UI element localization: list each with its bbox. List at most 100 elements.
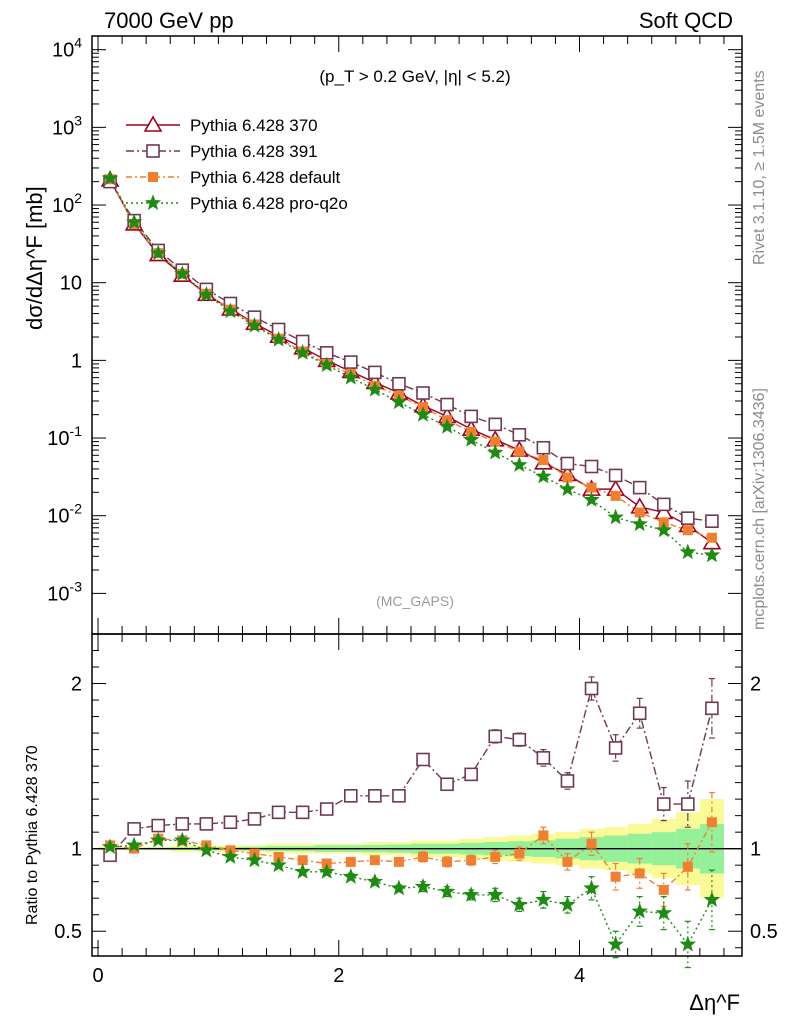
legend-label: Pythia 6.428 391: [190, 142, 318, 161]
ratio-data-point: [608, 741, 623, 755]
main-data-point: [198, 286, 215, 302]
ratio-data-point: [438, 882, 456, 899]
y-tick-label: 1: [71, 350, 82, 372]
main-data-point: [632, 480, 647, 495]
ratio-uncertainty-bands: [92, 799, 742, 899]
ratio-y-axis-label: Ratio to Pythia 6.428 370: [24, 745, 41, 925]
ratio-data-point: [392, 789, 406, 803]
main-data-point: [462, 431, 480, 447]
main-data-point: [538, 455, 549, 466]
header-process: 7000 GeV pp: [104, 8, 234, 33]
legend: Pythia 6.428 370 Pythia 6.428 391 Pythia 6…: [126, 115, 348, 213]
x-tick-label: 4: [574, 965, 585, 987]
ratio-data-point: [390, 879, 408, 896]
ratio-data-point: [562, 856, 573, 867]
ratio-data-point: [538, 830, 549, 841]
x-tick-label: 2: [333, 965, 344, 987]
ratio-data-point: [512, 732, 527, 747]
ratio-data-point: [656, 797, 671, 811]
y-tick-label-base: 10: [52, 195, 74, 217]
main-data-point: [343, 355, 358, 369]
main-data-point: [586, 482, 597, 493]
main-data-point: [366, 380, 384, 397]
main-data-point: [488, 417, 503, 432]
ratio-data-point: [175, 817, 190, 831]
y-tick-label: 10: [60, 273, 82, 295]
ratio-data-point: [342, 868, 359, 884]
main-series-line: [109, 179, 713, 544]
legend-marker: [144, 194, 162, 211]
legend-marker: [146, 144, 160, 158]
ratio-data-point: [366, 873, 384, 889]
main-data-point: [536, 440, 551, 455]
rivet-version-label: Rivet 3.1.10, ≥ 1.5M events: [751, 70, 768, 265]
ratio-data-point: [655, 904, 672, 920]
ratio-data-point: [127, 822, 141, 836]
ratio-data-point: [706, 817, 717, 828]
ratio-data-point: [246, 851, 263, 868]
ratio-y-tick-label-right: 1: [750, 839, 761, 861]
main-data-point: [270, 330, 287, 347]
y-tick-label-exponent: -3: [70, 578, 83, 594]
main-data-point: [464, 409, 478, 424]
main-data-point: [705, 514, 719, 528]
main-data-point: [535, 467, 552, 484]
ratio-data-point: [610, 871, 621, 882]
legend-label: Pythia 6.428 370: [190, 116, 318, 135]
ratio-data-point: [223, 815, 238, 830]
main-data-point: [584, 459, 599, 474]
main-data-point: [342, 368, 359, 385]
main-data-point: [706, 532, 717, 543]
y-tick-label: 104: [52, 35, 82, 62]
y-tick-label: 102: [52, 190, 82, 217]
ratio-data-point: [703, 891, 721, 907]
ratio-data-point: [414, 877, 432, 894]
ratio-data-point: [462, 886, 480, 902]
main-data-point: [222, 302, 239, 319]
main-data-point: [487, 443, 504, 460]
main-data-point: [703, 546, 721, 563]
ratio-data-point: [584, 681, 599, 696]
main-data-point: [390, 393, 408, 410]
y-tick-label-base: 10: [52, 40, 74, 62]
ratio-data-point: [318, 863, 335, 879]
ratio-data-point: [418, 851, 429, 862]
ratio-data-point: [679, 935, 697, 952]
ratio-series: [101, 676, 721, 969]
main-data-point: [511, 456, 528, 472]
main-y-axis-label: dσ/dΔη^F [mb]: [22, 186, 47, 330]
main-data-point: [607, 508, 624, 525]
ratio-data-point: [490, 851, 501, 862]
main-data-point: [150, 244, 167, 261]
ratio-y-tick-label-right: 0.5: [750, 921, 778, 943]
main-data-point: [655, 521, 672, 538]
ratio-data-point: [634, 868, 645, 879]
ratio-data-point: [535, 891, 552, 907]
legend-label: Pythia 6.428 pro-q2o: [190, 194, 348, 213]
main-data-point: [681, 511, 695, 525]
ratio-data-point: [101, 838, 119, 855]
main-data-point: [656, 497, 671, 512]
ratio-data-point: [487, 886, 504, 902]
ratio-data-point: [199, 817, 214, 831]
ratio-data-point: [198, 841, 215, 858]
ratio-data-point: [368, 789, 382, 803]
ratio-data-point: [514, 848, 525, 859]
ratio-y-tick-label: 0.5: [54, 921, 82, 943]
ratio-data-point: [586, 838, 597, 849]
ratio-y-tick-label-right: 2: [750, 674, 761, 696]
main-data-point: [514, 446, 525, 457]
main-data-point: [101, 169, 119, 186]
y-tick-label-base: 10: [47, 428, 69, 450]
ratio-data-point: [294, 863, 311, 879]
legend-marker: [148, 172, 158, 182]
x-axis-label: Δη^F: [689, 990, 740, 1015]
main-data-point: [125, 213, 143, 230]
y-tick-label-exponent: -2: [70, 501, 83, 517]
ratio-data-point: [343, 789, 358, 803]
y-tick-label-exponent: 2: [74, 190, 82, 206]
ratio-data-point: [632, 706, 647, 721]
legend-label: Pythia 6.428 default: [190, 168, 341, 187]
ratio-data-point: [174, 831, 191, 848]
